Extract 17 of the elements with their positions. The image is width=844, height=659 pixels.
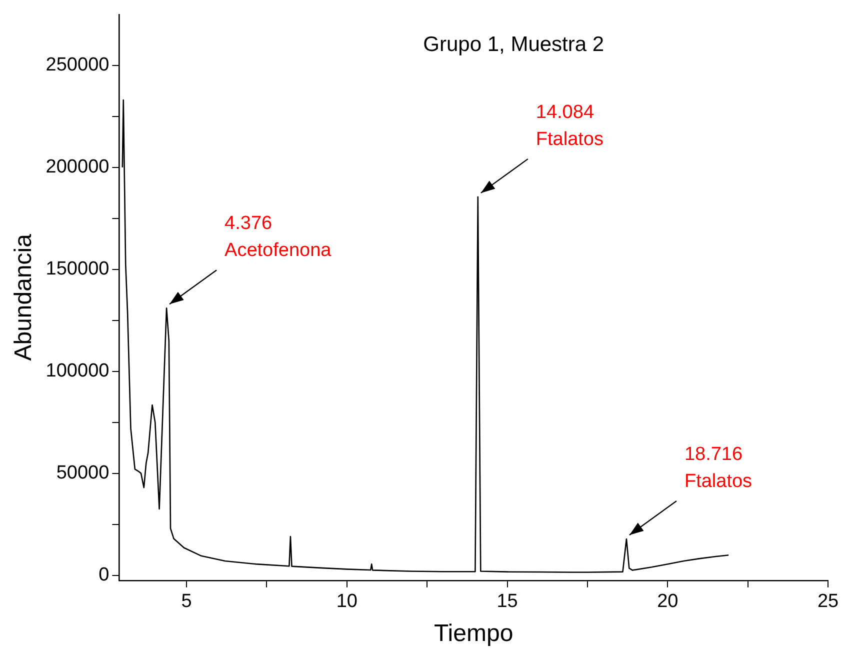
x-tick-label: 5 [181,591,192,612]
y-tick-label: 200000 [46,156,110,178]
y-tick-label: 100000 [46,360,110,382]
text: Grupo 1, Muestra 2 [423,33,604,56]
y-tick-label: 250000 [46,54,110,76]
y-tick-label: 150000 [46,258,110,280]
y-tick-label: 0 [98,564,110,586]
x-axis-title: Tiempo [434,620,514,648]
y-axis-title: Abundancia [10,233,38,361]
y-tick-label: 50000 [56,462,110,484]
annotation: 14.084 Ftalatos [536,102,604,150]
annotation: 18.716 Ftalatos [684,444,752,492]
x-tick-label: 20 [657,591,678,612]
x-tick-label: 15 [496,591,518,612]
x-tick-label: 10 [336,591,358,612]
x-tick-label: 25 [817,591,839,612]
annotation: 4.376 Acetofenona [224,213,332,262]
